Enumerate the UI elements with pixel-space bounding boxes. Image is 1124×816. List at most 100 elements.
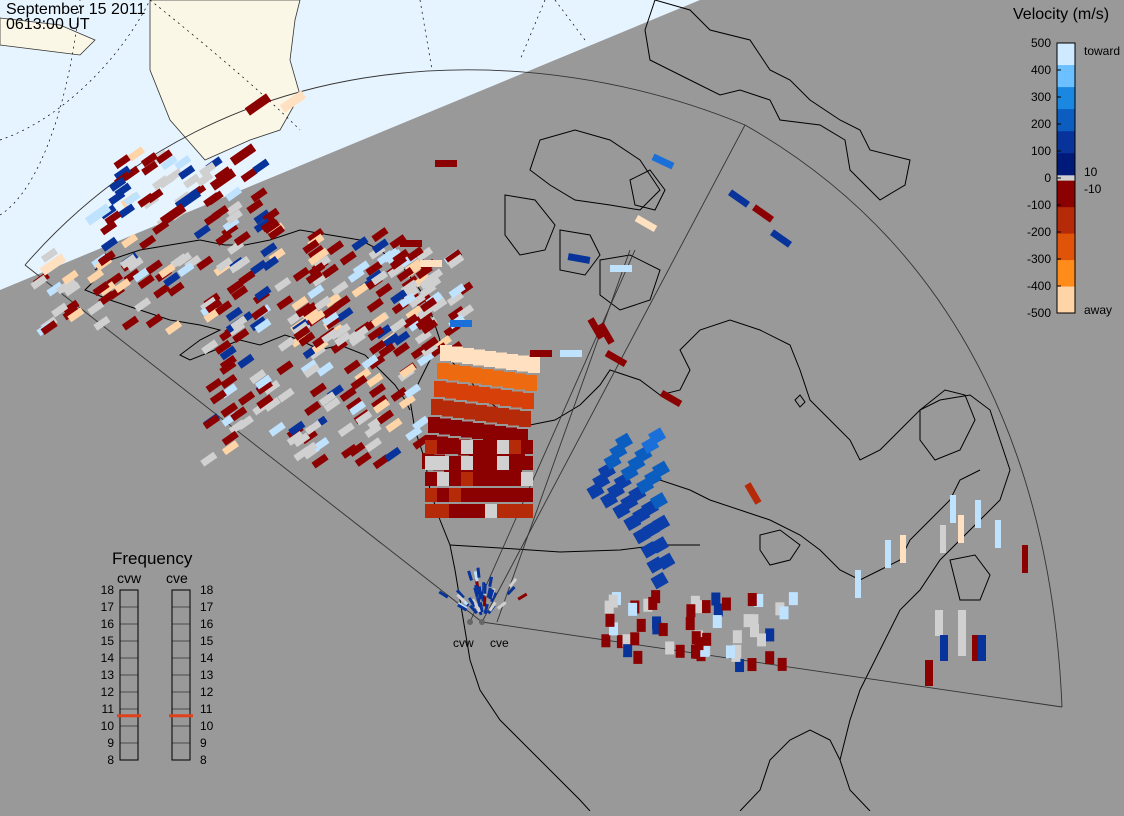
backscatter-cell xyxy=(478,387,490,403)
backscatter-cell xyxy=(209,168,237,191)
backscatter-cell xyxy=(522,393,534,409)
backscatter-cell xyxy=(62,305,80,321)
backscatter-cell xyxy=(321,303,339,319)
backscatter-cell xyxy=(610,265,632,272)
backscatter-cell xyxy=(206,190,224,206)
backscatter-cell xyxy=(237,353,255,369)
backscatter-cell xyxy=(385,248,403,264)
backscatter-cell xyxy=(587,317,605,340)
away-label: away xyxy=(1084,303,1113,317)
backscatter-cell xyxy=(608,594,618,608)
backscatter-cell xyxy=(220,373,238,389)
backscatter-cell xyxy=(230,315,248,331)
backscatter-cell xyxy=(366,372,384,388)
backscatter-cell xyxy=(304,401,322,416)
backscatter-cell xyxy=(650,571,669,590)
backscatter-cell xyxy=(219,354,237,370)
backscatter-cell xyxy=(390,386,408,402)
backscatter-cell xyxy=(193,224,211,240)
backscatter-cell xyxy=(497,408,509,424)
backscatter-cell xyxy=(401,313,419,329)
frequency-scale-label: 12 xyxy=(200,685,214,699)
backscatter-cell xyxy=(447,305,465,321)
colorbar-tick-label: 400 xyxy=(1030,63,1051,77)
backscatter-cell xyxy=(419,297,438,313)
backscatter-cell xyxy=(165,320,183,336)
backscatter-cell xyxy=(121,315,140,331)
backscatter-cell xyxy=(473,602,481,613)
backscatter-cell xyxy=(352,260,370,276)
backscatter-cell xyxy=(230,406,248,422)
backscatter-cell xyxy=(240,167,258,183)
backscatter-cell xyxy=(492,370,504,387)
backscatter-cell xyxy=(449,456,461,470)
backscatter-cell xyxy=(975,500,981,528)
backscatter-cell xyxy=(351,236,369,252)
frequency-scale-label: 15 xyxy=(200,634,214,648)
backscatter-cell xyxy=(98,281,116,297)
backscatter-cell xyxy=(416,351,435,367)
backscatter-cell xyxy=(372,454,390,470)
backscatter-cell xyxy=(30,274,48,290)
backscatter-cell xyxy=(652,514,671,533)
backscatter-cell xyxy=(622,634,632,648)
backscatter-cell xyxy=(686,604,696,618)
frequency-scale-label: 15 xyxy=(100,634,114,648)
backscatter-cell xyxy=(215,230,233,246)
backscatter-cell xyxy=(651,153,675,170)
backscatter-cell xyxy=(254,318,272,334)
backscatter-cell xyxy=(153,283,171,299)
backscatter-cell xyxy=(339,387,357,402)
colorbar-segment xyxy=(1057,65,1075,88)
backscatter-cell xyxy=(334,331,352,347)
backscatter-cell xyxy=(434,381,446,397)
backscatter-cell xyxy=(777,657,787,671)
backscatter-cell xyxy=(521,440,533,454)
backscatter-cell xyxy=(163,272,181,287)
backscatter-cell xyxy=(146,188,164,204)
colorbar-tick-label: -300 xyxy=(1026,252,1051,266)
backscatter-cell xyxy=(485,488,497,502)
backscatter-cell xyxy=(453,402,465,418)
backscatter-cell xyxy=(509,488,521,502)
backscatter-cell xyxy=(437,504,449,518)
backscatter-cell xyxy=(623,644,633,658)
backscatter-cell xyxy=(437,363,449,379)
backscatter-cell xyxy=(651,590,661,604)
backscatter-cell xyxy=(483,424,495,441)
backscatter-cell xyxy=(307,227,325,243)
backscatter-cell xyxy=(950,495,956,523)
backscatter-cell xyxy=(132,267,150,283)
backscatter-cell xyxy=(254,374,273,390)
backscatter-cell xyxy=(126,256,144,272)
backscatter-cell xyxy=(61,269,79,285)
backscatter-cell xyxy=(371,394,389,410)
backscatter-cell xyxy=(521,472,533,486)
backscatter-cell xyxy=(467,597,476,608)
backscatter-cell xyxy=(196,255,214,271)
frequency-scale-label: 9 xyxy=(200,736,207,750)
backscatter-cell xyxy=(505,427,517,444)
time-label: 0613:00 UT xyxy=(6,16,90,33)
backscatter-cell xyxy=(211,205,229,220)
backscatter-cell xyxy=(219,345,237,361)
backscatter-cell xyxy=(62,299,80,315)
backscatter-cell xyxy=(519,411,531,427)
backscatter-cell xyxy=(336,306,354,322)
backscatter-cell xyxy=(425,472,437,486)
backscatter-cell xyxy=(398,394,416,410)
colorbar-tick-label: -500 xyxy=(1026,306,1051,320)
backscatter-cell xyxy=(713,603,723,617)
backscatter-cell xyxy=(455,589,465,599)
frequency-scale-label: 11 xyxy=(200,702,213,716)
frequency-title: Frequency xyxy=(112,549,193,568)
frequency-scale-label: 11 xyxy=(101,702,114,716)
backscatter-cell xyxy=(425,504,437,518)
backscatter-cell xyxy=(476,567,481,578)
backscatter-cell xyxy=(449,488,461,502)
backscatter-cell xyxy=(702,632,712,646)
colorbar-segment xyxy=(1057,233,1075,261)
backscatter-cell xyxy=(788,592,798,606)
backscatter-cell xyxy=(756,633,766,647)
backscatter-cell xyxy=(665,641,675,655)
